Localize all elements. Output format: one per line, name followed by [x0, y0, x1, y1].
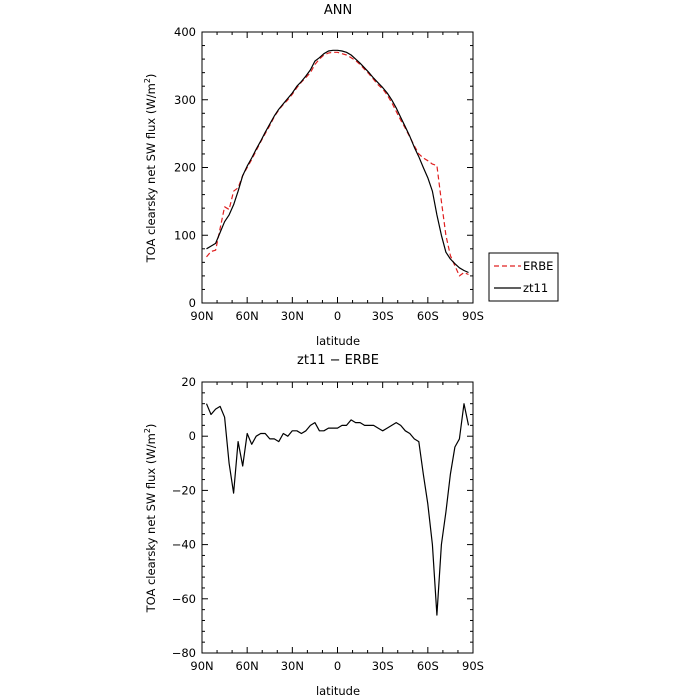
x-tick-label-difference: 0 [334, 659, 341, 673]
series-line-difference [205, 403, 470, 616]
y-tick-label-difference: −60 [172, 592, 196, 606]
x-tick-label-ann: 90N [190, 309, 213, 323]
legend-box [488, 252, 559, 302]
chart-title-ann: ANN [324, 3, 352, 18]
y-tick-label-difference: −20 [172, 483, 196, 497]
y-tick-label-ann: 0 [189, 296, 196, 310]
x-tick-label-difference: 60S [417, 659, 439, 673]
y-tick-label-difference: 0 [189, 429, 196, 443]
x-tick-label-difference: 90N [190, 659, 213, 673]
plot-frame-difference [201, 381, 474, 654]
x-axis-label-difference: latitude [316, 684, 360, 698]
x-tick-label-ann: 60N [236, 309, 259, 323]
chart-title-difference: zt11 − ERBE [297, 353, 379, 368]
y-axis-label-ann: TOA clearsky net SW flux (W/m2) [143, 74, 158, 264]
chart-ann: ANN 90N 60N 30N 0 30S 60S 90S 0 100 200 300 400 lat… [143, 3, 559, 348]
chart-difference: zt11 − ERBE 90N 60N 30N 0 30S 60S 90S −80 −60 −40… [143, 353, 484, 698]
x-tick-label-difference: 90S [462, 659, 484, 673]
y-axis-label-difference: TOA clearsky net SW flux (W/m2) [143, 424, 158, 614]
x-tick-label-ann: 30S [372, 309, 394, 323]
y-tick-label-difference: −80 [172, 646, 196, 660]
y-tick-label-ann: 200 [174, 161, 196, 175]
y-tick-label-difference: 20 [181, 375, 196, 389]
y-tick-label-ann: 400 [174, 25, 196, 39]
x-tick-label-ann: 90S [462, 309, 484, 323]
legend: ERBE zt11 [488, 252, 559, 302]
y-tick-label-ann: 100 [174, 228, 196, 242]
x-tick-label-ann: 30N [281, 309, 304, 323]
x-tick-label-difference: 30N [281, 659, 304, 673]
series-line-erbe [206, 51, 469, 277]
legend-label-zt11: zt11 [523, 281, 548, 295]
x-tick-label-difference: 60N [236, 659, 259, 673]
x-tick-label-difference: 30S [372, 659, 394, 673]
x-tick-label-ann: 60S [417, 309, 439, 323]
y-tick-label-difference: −40 [172, 538, 196, 552]
y-tick-label-ann: 300 [174, 93, 196, 107]
x-tick-label-ann: 0 [334, 309, 341, 323]
plot-frame-ann [201, 31, 474, 304]
series-line-zt11 [206, 49, 469, 274]
legend-label-erbe: ERBE [523, 259, 553, 273]
x-axis-label-ann: latitude [316, 334, 360, 348]
